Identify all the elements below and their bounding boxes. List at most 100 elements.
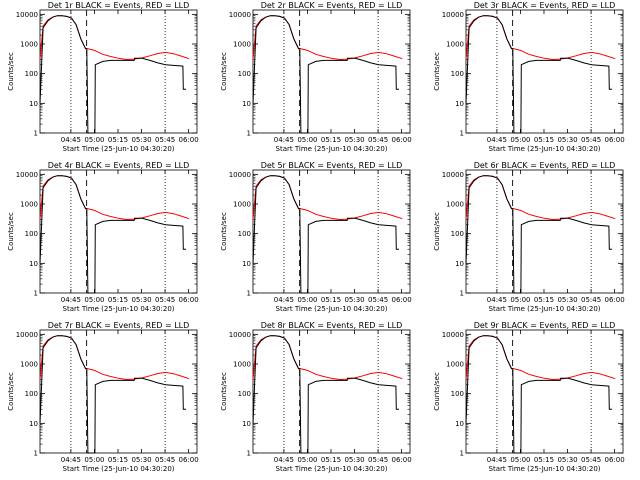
y-tick-label: 1 bbox=[247, 450, 251, 458]
y-tick-label: 10 bbox=[242, 260, 251, 268]
x-tick-label: 04:45 bbox=[487, 456, 507, 464]
series-black-line bbox=[39, 335, 186, 454]
series-red-line bbox=[39, 335, 190, 381]
x-tick-label: 05:15 bbox=[108, 456, 128, 464]
plot-frame bbox=[465, 9, 624, 134]
series-black-line bbox=[39, 175, 186, 294]
chart-title: Det 8r BLACK = Events, RED = LLD bbox=[261, 321, 403, 330]
y-tick-label: 10 bbox=[242, 100, 251, 108]
y-axis-label: Counts/sec bbox=[7, 372, 15, 411]
chart-svg: Det 3r BLACK = Events, RED = LLD 1 10 100 10… bbox=[433, 1, 625, 153]
y-tick-label: 1 bbox=[460, 130, 464, 138]
x-tick-label: 05:00 bbox=[297, 456, 317, 464]
y-tick-label: 10000 bbox=[442, 331, 464, 339]
series-red-line bbox=[252, 15, 403, 61]
chart-title: Det 9r BLACK = Events, RED = LLD bbox=[474, 321, 616, 330]
chart-svg: Det 2r BLACK = Events, RED = LLD 1 10 100 10… bbox=[220, 1, 412, 153]
y-tick-label: 1 bbox=[34, 290, 38, 298]
plot-frame bbox=[252, 329, 411, 454]
x-tick-label: 06:00 bbox=[179, 296, 199, 304]
x-tick-label: 04:45 bbox=[487, 296, 507, 304]
y-tick-label: 1000 bbox=[446, 201, 464, 209]
x-tick-label: 06:00 bbox=[392, 456, 412, 464]
y-tick-label: 10 bbox=[29, 260, 38, 268]
plot-frame bbox=[39, 329, 198, 454]
y-tick-label: 10000 bbox=[16, 11, 38, 19]
series-black-line bbox=[252, 15, 399, 134]
x-tick-label: 05:00 bbox=[510, 296, 530, 304]
series-black-line bbox=[252, 335, 399, 454]
y-tick-label: 100 bbox=[451, 230, 464, 238]
x-tick-label: 05:15 bbox=[108, 296, 128, 304]
series-red-line bbox=[39, 15, 190, 61]
y-tick-label: 1000 bbox=[233, 361, 251, 369]
chart-panel: Det 2r BLACK = Events, RED = LLD 1 10 100 10… bbox=[213, 0, 426, 160]
x-tick-label: 05:30 bbox=[344, 296, 364, 304]
y-tick-label: 1 bbox=[34, 130, 38, 138]
chart-svg: Det 1r BLACK = Events, RED = LLD 1 10 100 10… bbox=[7, 1, 199, 153]
y-axis-label: Counts/sec bbox=[7, 52, 15, 91]
chart-panel: Det 4r BLACK = Events, RED = LLD 1 10 100 10… bbox=[0, 160, 213, 320]
x-axis-label: Start Time (25-Jun-10 04:30:20) bbox=[63, 465, 175, 473]
x-tick-label: 04:45 bbox=[61, 456, 81, 464]
chart-panel: Det 5r BLACK = Events, RED = LLD 1 10 100 10… bbox=[213, 160, 426, 320]
plot-frame bbox=[252, 169, 411, 294]
plot-frame bbox=[39, 9, 198, 134]
x-tick-label: 05:45 bbox=[368, 296, 388, 304]
x-tick-label: 05:00 bbox=[84, 296, 104, 304]
y-tick-label: 1000 bbox=[233, 41, 251, 49]
plot-frame bbox=[39, 169, 198, 294]
x-axis-label: Start Time (25-Jun-10 04:30:20) bbox=[63, 305, 175, 313]
plot-frame bbox=[465, 169, 624, 294]
series-red-line bbox=[39, 175, 190, 221]
x-tick-label: 05:45 bbox=[581, 136, 601, 144]
chart-svg: Det 6r BLACK = Events, RED = LLD 1 10 100 10… bbox=[433, 161, 625, 313]
series-red-line bbox=[465, 335, 616, 381]
x-tick-label: 05:00 bbox=[297, 296, 317, 304]
x-tick-label: 05:15 bbox=[108, 136, 128, 144]
y-tick-label: 1 bbox=[460, 450, 464, 458]
y-tick-label: 100 bbox=[451, 390, 464, 398]
x-tick-label: 05:15 bbox=[321, 136, 341, 144]
y-tick-label: 10000 bbox=[16, 171, 38, 179]
y-axis-label: Counts/sec bbox=[220, 212, 228, 251]
y-tick-label: 10000 bbox=[442, 11, 464, 19]
x-tick-label: 05:45 bbox=[581, 296, 601, 304]
y-tick-label: 1000 bbox=[446, 361, 464, 369]
y-axis-label: Counts/sec bbox=[220, 52, 228, 91]
y-tick-label: 1000 bbox=[20, 201, 38, 209]
x-tick-label: 05:30 bbox=[557, 456, 577, 464]
x-tick-label: 06:00 bbox=[605, 296, 625, 304]
x-tick-label: 05:15 bbox=[534, 296, 554, 304]
chart-title: Det 7r BLACK = Events, RED = LLD bbox=[48, 321, 190, 330]
y-axis-label: Counts/sec bbox=[433, 52, 441, 91]
x-tick-label: 05:45 bbox=[155, 136, 175, 144]
y-tick-label: 100 bbox=[238, 230, 251, 238]
series-red-line bbox=[465, 175, 616, 221]
chart-panel: Det 8r BLACK = Events, RED = LLD 1 10 100 10… bbox=[213, 320, 426, 480]
x-axis-label: Start Time (25-Jun-10 04:30:20) bbox=[63, 145, 175, 153]
chart-panel: Det 6r BLACK = Events, RED = LLD 1 10 100 10… bbox=[426, 160, 639, 320]
x-axis-label: Start Time (25-Jun-10 04:30:20) bbox=[489, 145, 601, 153]
x-tick-label: 05:30 bbox=[344, 456, 364, 464]
x-tick-label: 06:00 bbox=[605, 136, 625, 144]
chart-svg: Det 8r BLACK = Events, RED = LLD 1 10 100 10… bbox=[220, 321, 412, 473]
x-tick-label: 04:45 bbox=[274, 296, 294, 304]
x-tick-label: 05:30 bbox=[557, 136, 577, 144]
y-tick-label: 10 bbox=[242, 420, 251, 428]
x-tick-label: 05:15 bbox=[321, 296, 341, 304]
y-tick-label: 1000 bbox=[20, 361, 38, 369]
y-axis-label: Counts/sec bbox=[433, 212, 441, 251]
y-tick-label: 1 bbox=[247, 130, 251, 138]
y-axis-label: Counts/sec bbox=[7, 212, 15, 251]
chart-panel: Det 9r BLACK = Events, RED = LLD 1 10 100 10… bbox=[426, 320, 639, 480]
y-axis-label: Counts/sec bbox=[220, 372, 228, 411]
y-tick-label: 100 bbox=[451, 70, 464, 78]
series-black-line bbox=[465, 335, 612, 454]
y-tick-label: 10 bbox=[455, 260, 464, 268]
y-tick-label: 100 bbox=[25, 70, 38, 78]
series-black-line bbox=[39, 15, 186, 134]
x-tick-label: 05:30 bbox=[131, 456, 151, 464]
x-tick-label: 05:00 bbox=[84, 456, 104, 464]
